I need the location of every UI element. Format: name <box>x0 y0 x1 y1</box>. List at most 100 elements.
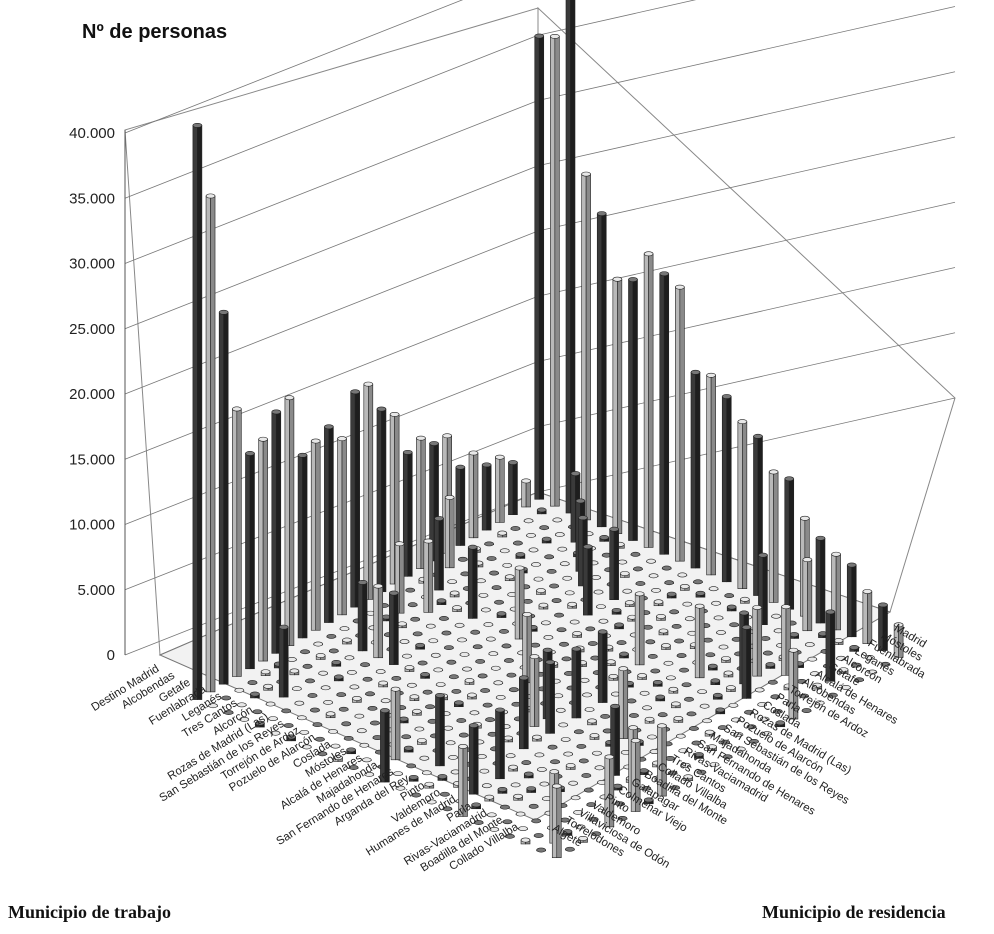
bar-cell <box>490 665 501 671</box>
bar-cell <box>404 665 415 672</box>
bar-cell <box>373 583 384 659</box>
bar-cell <box>414 726 425 732</box>
bar-cell <box>563 751 573 757</box>
bar-cell <box>549 583 559 589</box>
bar-cell <box>762 731 772 737</box>
bar-cell <box>849 645 860 652</box>
bar-cell <box>657 723 667 797</box>
bar-cell <box>349 684 360 690</box>
bar-cell <box>658 628 669 636</box>
bar-cell <box>343 735 354 741</box>
bar-cell <box>546 568 557 574</box>
bar-cell <box>606 659 616 667</box>
y-tick-label: 5.000 <box>77 582 115 599</box>
bar-cell <box>470 629 481 635</box>
bar-cell <box>518 826 528 831</box>
gridline-left <box>124 0 464 134</box>
bar-cell <box>255 720 265 728</box>
bar-cell <box>616 640 627 646</box>
bar-cell <box>543 635 554 640</box>
bar-cell <box>223 710 234 715</box>
bar-cell <box>544 554 554 560</box>
bar-cell <box>708 586 719 592</box>
bar-cell <box>451 688 462 694</box>
bar-cell <box>234 687 245 693</box>
bar-cell <box>807 656 818 662</box>
bar-cell <box>494 599 504 605</box>
bar-cell <box>633 566 643 572</box>
bar-madrid-workplace <box>402 449 413 577</box>
bar-cell <box>617 559 628 565</box>
bar-cell <box>541 620 551 626</box>
bar-cell <box>655 694 666 702</box>
bar-cell <box>759 716 770 722</box>
bar-cell <box>668 686 679 694</box>
bar-cell <box>552 517 563 523</box>
bar-madrid-workplace <box>468 450 479 539</box>
bar-cell <box>635 581 646 586</box>
bar-madrid-residence <box>893 622 904 658</box>
bar-cell <box>702 718 712 724</box>
bar-cell <box>612 783 623 791</box>
bar-cell <box>531 562 541 567</box>
bar-cell <box>687 630 698 636</box>
bar-cell <box>476 578 486 584</box>
bar-cell <box>833 638 844 645</box>
bar-cell <box>395 785 406 791</box>
bar-cell <box>686 711 697 717</box>
bar-cell <box>469 710 480 716</box>
bar-cell <box>754 687 765 693</box>
bar-cell <box>370 720 380 726</box>
bar-cell <box>263 683 273 691</box>
bar-cell <box>473 820 484 825</box>
bar-cell <box>477 754 487 759</box>
gridline-right <box>537 71 956 167</box>
bar-madrid-workplace <box>297 452 308 639</box>
gridline-right <box>537 0 697 36</box>
bar-cell <box>398 716 409 724</box>
bar-cell <box>693 579 703 585</box>
bar-cell <box>510 782 521 788</box>
bar-cell <box>744 709 754 715</box>
bar-cell <box>598 618 609 624</box>
bar-cell <box>555 707 566 713</box>
bar-cell <box>499 548 510 554</box>
bar-cell <box>560 737 571 742</box>
bar-cell <box>733 732 744 737</box>
bar-cell <box>673 716 684 723</box>
bar-cell <box>330 743 341 749</box>
bar-madrid-residence <box>612 276 623 534</box>
bar-cell <box>626 698 637 704</box>
bar-cell <box>802 557 813 632</box>
bar-cell <box>505 753 516 759</box>
bar-cell <box>467 544 478 619</box>
bar-cell <box>664 580 674 586</box>
bar-cell <box>677 572 688 578</box>
bar-cell <box>666 591 677 599</box>
bar-cell <box>435 693 445 767</box>
bar-madrid-residence <box>659 271 670 555</box>
bar-cell <box>653 599 664 607</box>
bar-cell <box>458 556 468 562</box>
bar-cell <box>497 787 508 794</box>
bar-cell <box>752 605 763 677</box>
bar-cell <box>537 767 547 772</box>
bar-cell <box>523 598 533 604</box>
bar-cell <box>591 575 601 580</box>
bar-cell <box>867 669 878 675</box>
bar-cell <box>501 643 512 649</box>
bar-cell <box>729 622 739 628</box>
bar-cell <box>684 616 695 622</box>
y-tick-label: 0 <box>107 647 115 664</box>
bar-cell <box>313 641 323 647</box>
bar-cell <box>564 590 575 596</box>
bar-cell <box>585 626 596 632</box>
bar-cell <box>539 781 550 787</box>
bar-cell <box>593 589 604 595</box>
bar-cell <box>523 518 534 524</box>
bar-cell <box>569 619 580 625</box>
bar-cell <box>550 759 560 765</box>
bar-cell <box>531 818 541 824</box>
bar-cell <box>510 526 521 531</box>
bar-cell <box>424 781 435 789</box>
